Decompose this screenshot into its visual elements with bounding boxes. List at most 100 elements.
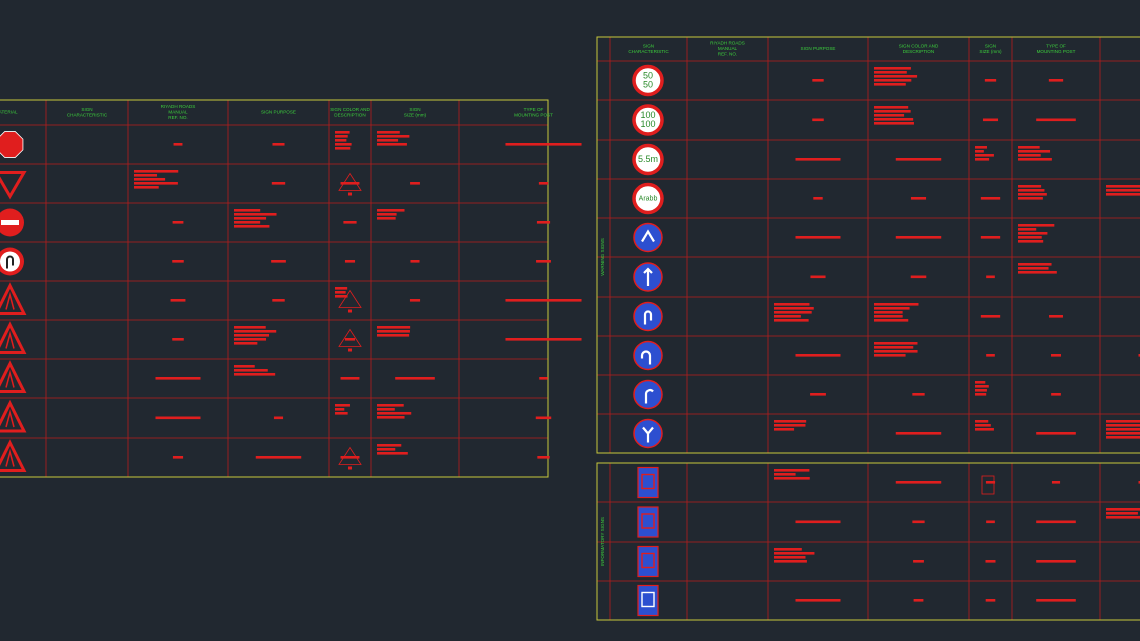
sign-text: 100 (640, 119, 655, 129)
text-placeholder (874, 303, 919, 306)
text-placeholder (986, 354, 995, 357)
text-placeholder (234, 369, 268, 372)
text-placeholder (377, 404, 404, 407)
sign-text: Arabb (639, 195, 658, 202)
text-placeholder (774, 424, 806, 427)
text-placeholder (874, 350, 918, 353)
text-placeholder (1018, 263, 1052, 266)
text-placeholder (874, 319, 909, 322)
text-placeholder (1138, 481, 1140, 484)
text-placeholder (1018, 185, 1042, 188)
column-header: SIZE (mm) (404, 112, 427, 117)
text-placeholder (377, 444, 402, 447)
text-placeholder (234, 225, 270, 228)
text-placeholder (975, 424, 991, 427)
text-placeholder (984, 79, 997, 82)
text-placeholder (539, 377, 548, 380)
text-placeholder (986, 275, 995, 279)
text-placeholder (774, 469, 810, 472)
sign-arrow (643, 267, 653, 286)
sign-text: 100 (640, 110, 655, 120)
text-placeholder (335, 139, 347, 142)
text-placeholder (874, 67, 911, 70)
text-placeholder (874, 79, 912, 82)
text-placeholder (874, 354, 906, 357)
sign-text: 50 (643, 79, 653, 89)
sign-icon-detail (641, 552, 655, 569)
column-header: CHARACTERISTIC (67, 112, 108, 117)
text-placeholder (535, 416, 552, 420)
text-placeholder (538, 182, 549, 185)
sign-icon (0, 131, 24, 158)
column-header: REF. NO. (718, 52, 737, 57)
sign-icon (0, 171, 27, 200)
text-placeholder (982, 118, 999, 122)
text-placeholder (377, 412, 412, 415)
text-placeholder (377, 143, 407, 146)
sign-icon (633, 301, 663, 332)
sign-icon (633, 222, 663, 253)
text-placeholder (377, 330, 410, 333)
text-placeholder (975, 393, 987, 396)
column-header: SIGN PURPOSE (801, 46, 836, 51)
sign-icon (0, 251, 20, 272)
text-placeholder (409, 299, 421, 302)
text-placeholder (377, 408, 395, 411)
text-placeholder (1138, 354, 1140, 357)
text-placeholder (795, 354, 841, 357)
text-placeholder (910, 197, 927, 200)
text-placeholder (1018, 271, 1057, 274)
text-placeholder (377, 217, 396, 220)
text-placeholder (377, 452, 408, 455)
text-placeholder (172, 338, 184, 341)
text-placeholder (874, 75, 918, 78)
text-placeholder (255, 456, 302, 459)
sign-icon (5, 448, 15, 467)
text-placeholder (985, 560, 996, 563)
text-placeholder (986, 520, 995, 524)
text-placeholder (812, 79, 824, 82)
sign-text: 50 (643, 70, 653, 80)
text-placeholder (975, 381, 986, 384)
text-placeholder (975, 389, 987, 392)
text-placeholder (172, 260, 184, 263)
text-placeholder (1048, 79, 1064, 82)
sign-icon (632, 182, 664, 215)
text-placeholder (774, 428, 795, 431)
section-label: INFORMATORY SIGNS (600, 517, 605, 566)
text-placeholder (874, 118, 914, 121)
text-placeholder (410, 260, 420, 263)
text-placeholder (234, 373, 276, 376)
text-placeholder (1106, 193, 1140, 196)
sign-text: 5.5m (638, 154, 658, 164)
size-diagram (348, 348, 352, 352)
text-placeholder (377, 209, 405, 212)
text-placeholder (335, 147, 351, 150)
text-placeholder (155, 377, 201, 380)
text-placeholder (271, 260, 286, 263)
text-placeholder (343, 221, 357, 224)
text-placeholder (1049, 315, 1063, 318)
column-header: REF. NO. (168, 115, 187, 120)
text-placeholder (1018, 146, 1040, 149)
text-placeholder (913, 599, 924, 602)
text-placeholder (975, 420, 989, 423)
text-placeholder (234, 342, 258, 345)
text-placeholder (1018, 236, 1042, 239)
text-placeholder (335, 295, 348, 298)
sign-icon-detail (641, 473, 655, 490)
column-header: RIYADH ROADS (710, 41, 745, 46)
text-placeholder (234, 330, 277, 333)
text-placeholder (377, 131, 400, 134)
text-placeholder (1018, 224, 1055, 227)
column-header: SIGN COLOR AND (330, 107, 370, 112)
text-placeholder (774, 315, 801, 318)
size-diagram (348, 466, 352, 470)
column-header: MOUNTING POST (514, 112, 553, 117)
text-placeholder (985, 481, 996, 484)
text-placeholder (874, 122, 914, 125)
text-placeholder (234, 365, 255, 368)
sign-icon (633, 340, 663, 371)
column-header: SIGN PURPOSE (261, 110, 296, 115)
text-placeholder (1106, 189, 1140, 192)
